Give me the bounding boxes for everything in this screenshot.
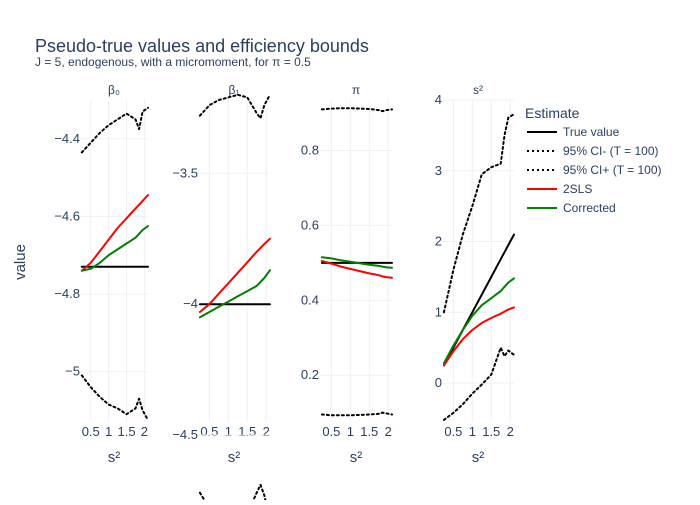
y-tick-label: 0.4: [301, 292, 319, 307]
legend-item-95-ci-t-100[interactable]: 95% CI+ (T = 100): [527, 163, 662, 177]
panel-title: π: [352, 83, 360, 97]
panel-2: 0.5 1 1.5 2 −3.5 −4 −4.5 β₁ s²: [172, 83, 271, 505]
y-axis-label: value: [12, 244, 29, 280]
series-line-2sls: [442, 306, 515, 367]
legend-item-95-ci-t-100[interactable]: 95% CI- (T = 100): [527, 144, 658, 158]
x-axis-label: s²: [108, 449, 121, 466]
y-tick-label: −4.8: [54, 286, 80, 301]
legend-item-corrected[interactable]: Corrected: [527, 201, 616, 215]
series-line-2sls: [80, 194, 149, 272]
panels: 0.5 1 1.5 2 −4.4 −4.6 −4.8 −5 β₀ s² 0.5 1 1.5 2 −3.5 −4…: [54, 83, 515, 505]
panel-title: s²: [473, 83, 483, 97]
x-axis-label: s²: [472, 449, 485, 466]
series-line-95-ci-t-100: [198, 93, 271, 120]
legend[interactable]: Estimate True value 95% CI- (T = 100) 95% …: [525, 105, 662, 215]
y-tick-label: −5: [65, 364, 80, 379]
legend-label: True value: [563, 125, 620, 139]
y-tick-label: 0: [435, 375, 442, 390]
y-tick-label: 2: [435, 234, 442, 249]
series-line-corrected: [320, 256, 393, 269]
x-tick-label: 2: [263, 424, 270, 439]
x-tick-label: 1: [469, 424, 476, 439]
x-tick-label: 1: [225, 424, 232, 439]
legend-item-2sls[interactable]: 2SLS: [527, 182, 592, 196]
x-axis-label: s²: [350, 449, 363, 466]
series-line-2sls: [320, 260, 393, 279]
y-tick-label: 0.8: [301, 143, 319, 158]
chart-subtitle: J = 5, endogenous, with a micromoment, f…: [35, 55, 311, 69]
series-line-corrected: [442, 277, 515, 365]
y-tick-label: −4.4: [54, 131, 80, 146]
y-tick-label: −4: [183, 296, 198, 311]
legend-label: 95% CI+ (T = 100): [563, 163, 662, 177]
panel-1: 0.5 1 1.5 2 −4.4 −4.6 −4.8 −5 β₀ s²: [54, 83, 149, 466]
x-tick-label: 2: [507, 424, 514, 439]
series-line-95-ci-t-100: [442, 346, 515, 421]
x-tick-label: 1.5: [117, 424, 135, 439]
series-line-95-ci-t-100: [80, 106, 149, 154]
x-tick-label: 0.5: [82, 424, 100, 439]
series-line-corrected: [198, 269, 271, 319]
y-tick-label: 3: [435, 163, 442, 178]
y-tick-label: 0.6: [301, 217, 319, 232]
x-tick-label: 1.5: [482, 424, 500, 439]
legend-label: Corrected: [563, 201, 616, 215]
y-tick-label: −4.5: [172, 427, 198, 442]
y-tick-label: 0.2: [301, 367, 319, 382]
panel-title: β₁: [229, 83, 240, 97]
x-axis-label: s²: [228, 449, 241, 466]
x-tick-label: 1: [347, 424, 354, 439]
x-tick-label: 0.5: [444, 424, 462, 439]
x-tick-label: 0.5: [322, 424, 340, 439]
chart-title: Pseudo-true values and efficiency bounds: [35, 36, 369, 56]
series-line-95-ci-t-100: [80, 374, 149, 422]
x-tick-label: 1.5: [360, 424, 378, 439]
panel-title: β₀: [108, 83, 120, 97]
x-tick-label: 1: [105, 424, 112, 439]
x-tick-label: 2: [141, 424, 148, 439]
panel-4: 0.5 1 1.5 2 4 3 2 1 0 s² s²: [435, 83, 515, 466]
panel-3: 0.5 1 1.5 2 0.8 0.6 0.4 0.2 π s²: [301, 83, 393, 466]
series-line-95-ci-t-100: [442, 113, 515, 314]
series-line-corrected: [80, 225, 149, 272]
y-tick-label: 4: [435, 92, 442, 107]
x-tick-label: 2: [385, 424, 392, 439]
legend-label: 95% CI- (T = 100): [563, 144, 658, 158]
x-tick-label: 1.5: [238, 424, 256, 439]
series-line-95-ci-t-100: [198, 483, 268, 505]
legend-item-true-value[interactable]: True value: [527, 125, 620, 139]
series-line-2sls: [198, 237, 271, 313]
y-tick-label: −4.6: [54, 208, 80, 223]
y-tick-label: −3.5: [172, 165, 198, 180]
legend-label: 2SLS: [563, 182, 592, 196]
legend-title: Estimate: [525, 105, 580, 121]
y-tick-label: 1: [435, 304, 442, 319]
x-tick-label: 0.5: [200, 424, 218, 439]
series-line-95-ci-t-100: [320, 107, 393, 113]
series-line-95-ci-t-100: [320, 411, 393, 417]
